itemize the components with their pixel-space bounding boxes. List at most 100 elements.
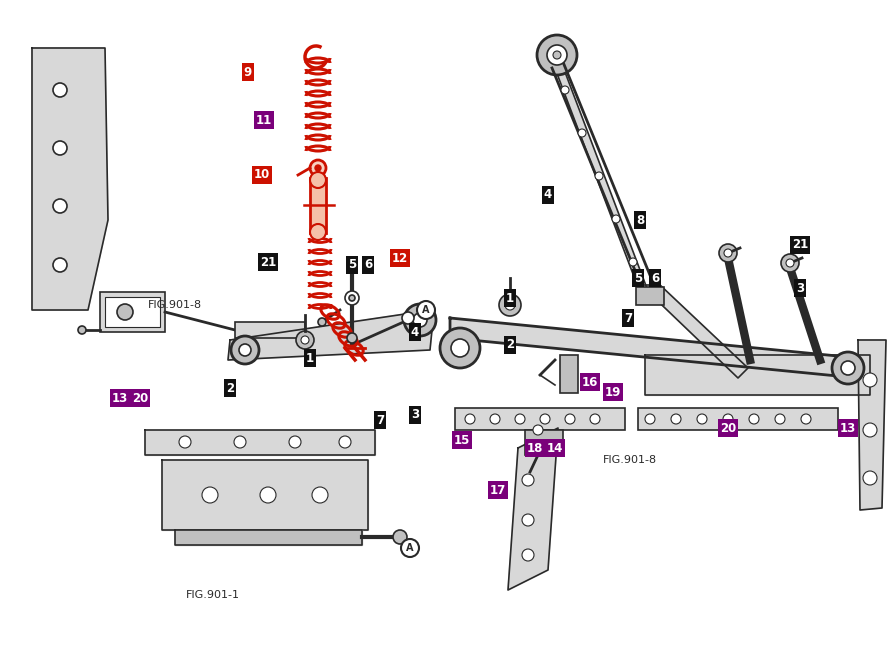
Circle shape [413,313,427,327]
Polygon shape [641,285,748,378]
Text: 5: 5 [348,259,356,272]
Text: 3: 3 [796,281,804,295]
Text: 15: 15 [454,434,470,447]
Circle shape [595,172,603,180]
Circle shape [202,487,218,503]
Circle shape [231,336,259,364]
Bar [310,178,326,233]
Circle shape [645,414,655,424]
Circle shape [863,423,877,437]
Text: 2: 2 [226,381,234,394]
Bar [100,292,165,332]
Bar [549,51,648,294]
Polygon shape [645,355,870,395]
Text: 8: 8 [636,214,644,227]
Circle shape [339,436,351,448]
Text: 12: 12 [392,251,409,264]
Circle shape [723,414,733,424]
Circle shape [315,165,321,171]
Circle shape [522,514,534,526]
Circle shape [749,414,759,424]
Circle shape [53,141,67,155]
Circle shape [537,35,577,75]
Circle shape [310,172,326,188]
Text: 7: 7 [624,311,632,325]
Circle shape [499,294,521,316]
Circle shape [53,258,67,272]
Circle shape [553,51,561,59]
Circle shape [671,414,681,424]
Circle shape [296,331,314,349]
Circle shape [310,160,326,176]
Text: 11: 11 [256,114,272,127]
Circle shape [775,414,785,424]
Polygon shape [32,48,108,310]
Circle shape [781,254,799,272]
Circle shape [612,215,620,223]
Text: 20: 20 [132,392,148,404]
Circle shape [310,224,326,240]
Circle shape [53,83,67,97]
Text: FIG.901-8: FIG.901-8 [148,300,202,310]
Text: FIG.901-1: FIG.901-1 [186,590,240,600]
Text: 21: 21 [260,255,277,268]
Circle shape [590,414,600,424]
Text: 4: 4 [411,325,419,338]
Circle shape [540,414,550,424]
Circle shape [347,333,357,343]
Polygon shape [450,318,858,378]
Text: A: A [422,305,430,315]
Text: 9: 9 [244,65,252,78]
Bar [636,287,664,305]
Circle shape [786,259,794,267]
Circle shape [578,129,586,137]
Circle shape [440,328,480,368]
Text: 4: 4 [544,189,552,202]
Bar [638,408,838,430]
Circle shape [347,258,357,268]
Circle shape [53,199,67,213]
Text: 14: 14 [547,441,563,454]
Circle shape [301,336,309,344]
Circle shape [465,414,475,424]
Text: 6: 6 [651,272,659,285]
Circle shape [117,304,133,320]
Text: 16: 16 [582,375,599,389]
Circle shape [260,487,276,503]
Circle shape [490,414,500,424]
Text: 1: 1 [506,291,514,304]
Circle shape [393,530,407,544]
Polygon shape [162,460,368,530]
Circle shape [863,471,877,485]
Circle shape [179,436,191,448]
Circle shape [863,373,877,387]
Text: A: A [406,543,414,553]
Circle shape [629,258,637,266]
Text: 19: 19 [605,385,621,398]
Polygon shape [145,430,375,455]
Text: 3: 3 [411,409,419,421]
Text: 6: 6 [364,259,372,272]
Circle shape [404,304,436,336]
Circle shape [801,414,811,424]
Circle shape [451,339,469,357]
Text: 20: 20 [720,421,736,434]
Polygon shape [858,340,886,510]
Text: 10: 10 [254,168,270,182]
Text: 2: 2 [506,338,514,351]
Circle shape [289,436,301,448]
Circle shape [515,414,525,424]
Circle shape [234,436,246,448]
Bar [560,355,578,393]
Circle shape [522,474,534,486]
Text: 17: 17 [490,483,506,496]
Circle shape [78,326,86,334]
Text: 13: 13 [112,392,128,404]
Circle shape [402,312,414,324]
Text: 5: 5 [634,272,642,285]
Circle shape [345,291,359,305]
Text: 7: 7 [376,413,384,426]
Text: 13: 13 [840,421,856,434]
Polygon shape [228,310,432,360]
Circle shape [533,425,543,435]
